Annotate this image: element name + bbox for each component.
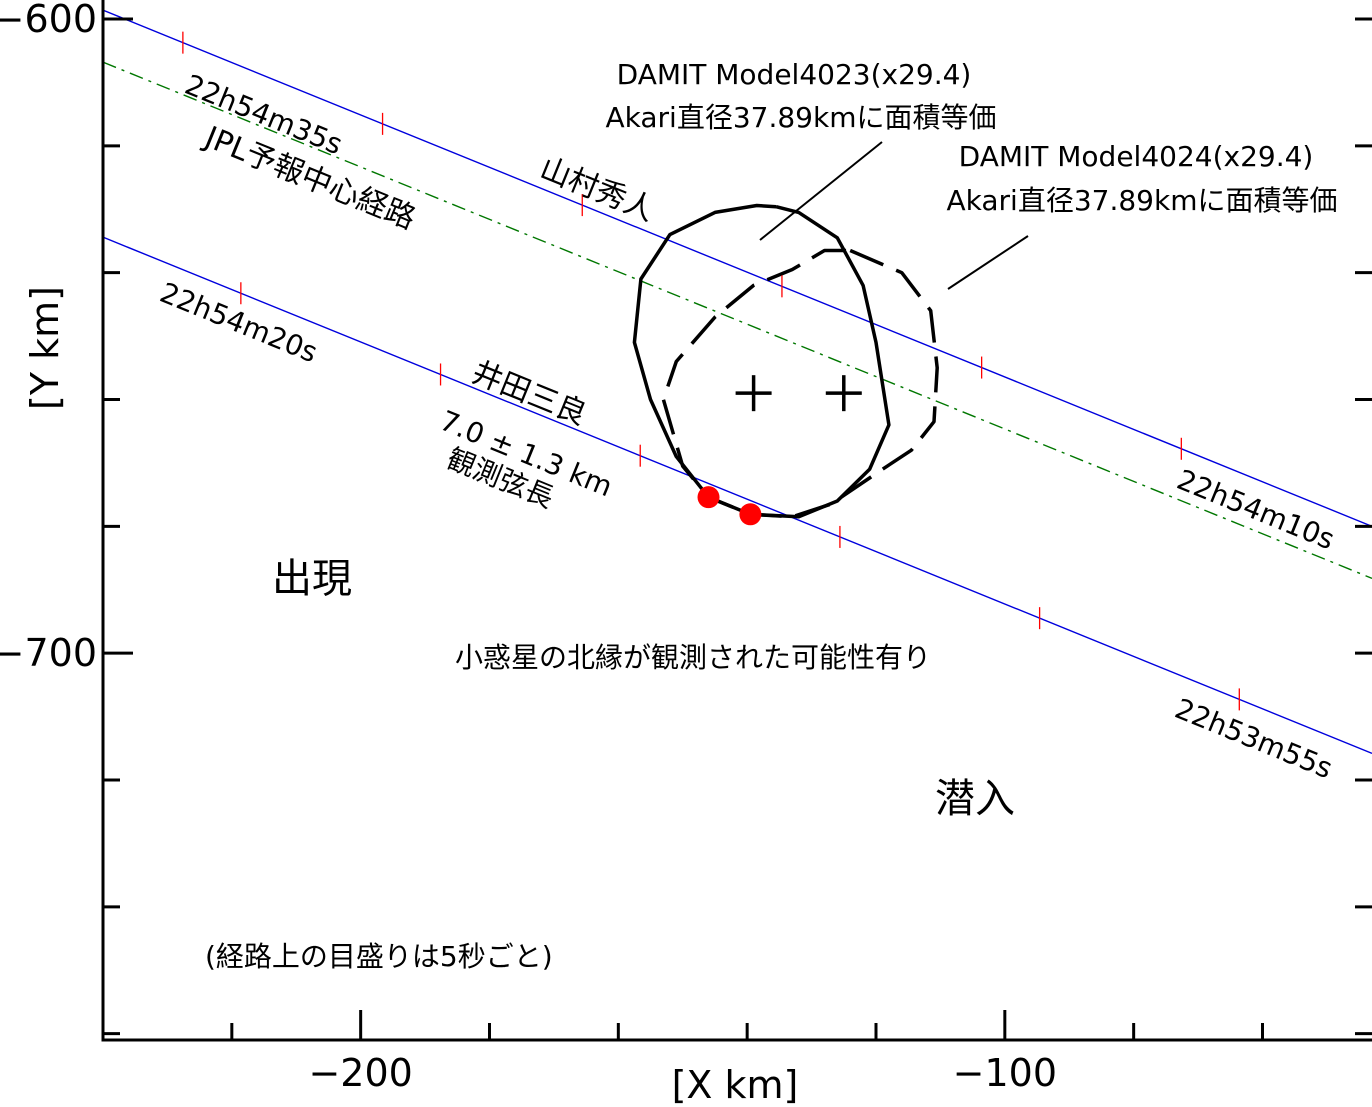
model-leader-line-1 <box>759 141 883 241</box>
model-note-4024: Akari直径37.89kmに面積等価 <box>947 184 1338 217</box>
x-tick-label: −200 <box>308 1051 412 1095</box>
time-label: 22h54m20s <box>155 276 322 369</box>
model-label-4023: DAMIT Model4023(x29.4) <box>617 58 972 91</box>
event-point-reappear <box>739 503 762 526</box>
event-point-disappear <box>697 486 720 509</box>
model-leader-line-2 <box>947 235 1029 290</box>
time-label: 22h54m10s <box>1172 463 1339 556</box>
model-outline-2 <box>661 248 939 519</box>
y-tick-label: −600 <box>0 0 97 41</box>
model-note-4023: Akari直径37.89kmに面積等価 <box>606 101 997 134</box>
north-edge-note: 小惑星の北縁が観測された可能性有り <box>455 641 931 674</box>
path-line-2 <box>103 61 1372 579</box>
plot-frame <box>101 0 1372 1042</box>
y-axis-label: [Y km] <box>23 286 67 410</box>
path-line-1 <box>103 9 1372 527</box>
path-name-label: 山村秀人 <box>535 151 659 229</box>
disappear-label: 潜入 <box>935 776 1015 822</box>
path-lines <box>103 9 1372 755</box>
appear-label: 出現 <box>272 556 352 602</box>
tick-interval-note: (経路上の目盛りは5秒ごと) <box>205 940 553 973</box>
x-tick-label: −100 <box>953 1051 1057 1095</box>
x-axis-label: [X km] <box>672 1063 799 1107</box>
path-line-3 <box>103 236 1372 755</box>
marks <box>182 31 1240 711</box>
chart-text: −200 −100−600−700[X km][Y km]山村秀人JPL予報中心経… <box>0 0 1339 1107</box>
axes <box>101 0 1372 1042</box>
y-tick-label: −700 <box>0 631 97 675</box>
model-label-4024: DAMIT Model4024(x29.4) <box>959 140 1314 173</box>
